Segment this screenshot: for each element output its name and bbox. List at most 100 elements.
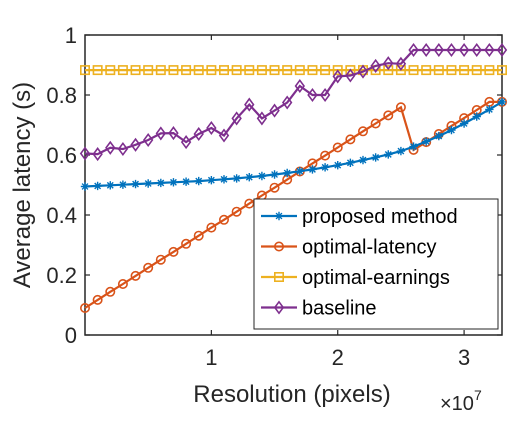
y-tick-label: 0.2 — [46, 263, 77, 288]
data-point — [345, 65, 356, 76]
data-point — [206, 222, 217, 233]
legend-item: optimal-earnings — [261, 267, 450, 289]
data-point — [118, 180, 128, 189]
y-axis-label: Average latency (s) — [9, 82, 36, 288]
data-point — [420, 42, 432, 58]
data-point — [181, 65, 192, 76]
data-point — [484, 42, 495, 58]
series-baseline — [79, 42, 508, 162]
data-point — [320, 150, 331, 161]
data-point — [93, 181, 102, 191]
data-point — [421, 65, 432, 76]
data-point — [282, 65, 293, 76]
data-point — [130, 65, 141, 76]
data-point — [181, 177, 191, 186]
data-point — [207, 176, 216, 185]
data-point — [143, 262, 154, 273]
data-point — [395, 56, 407, 71]
legend-label: optimal-latency — [302, 237, 437, 259]
x-multiplier-label: ×107 — [440, 387, 482, 415]
data-point — [232, 174, 241, 183]
x-axis-label: Resolution (pixels) — [193, 381, 390, 408]
data-point — [282, 168, 292, 178]
data-point — [345, 68, 356, 83]
data-point — [219, 65, 230, 76]
data-point — [332, 69, 343, 84]
data-point — [320, 65, 331, 76]
data-point — [383, 56, 394, 71]
data-point — [168, 246, 179, 257]
data-point — [346, 158, 355, 167]
x-tick-label: 3 — [458, 345, 470, 370]
data-point — [169, 178, 178, 187]
data-point — [80, 182, 90, 191]
data-point — [433, 42, 445, 58]
data-point — [231, 206, 242, 217]
data-point — [106, 181, 115, 190]
data-point — [485, 105, 494, 114]
data-point — [384, 150, 393, 159]
data-point — [143, 179, 153, 188]
y-tick-label: 0.6 — [46, 143, 77, 168]
data-point — [130, 137, 141, 152]
data-point — [446, 42, 457, 58]
data-point — [269, 103, 280, 118]
data-point — [117, 65, 128, 76]
data-point — [395, 65, 406, 76]
data-point — [295, 167, 305, 176]
data-point — [80, 65, 91, 76]
legend-item: baseline — [261, 298, 377, 320]
legend-swatch-marker — [273, 241, 284, 252]
data-point — [218, 128, 230, 143]
data-point — [383, 110, 394, 121]
legend-label: optimal-earnings — [302, 267, 450, 289]
data-point — [446, 65, 457, 76]
data-point — [409, 142, 418, 151]
y-tick-label: 1 — [65, 23, 77, 48]
data-point — [471, 65, 482, 76]
series-proposed-method — [80, 97, 507, 191]
data-point — [231, 65, 242, 76]
data-point — [206, 65, 217, 76]
data-point — [193, 65, 204, 76]
data-point — [131, 179, 140, 189]
data-point — [180, 135, 192, 150]
data-point — [434, 131, 444, 141]
data-point — [168, 65, 179, 76]
data-point — [130, 270, 141, 281]
data-point — [383, 65, 394, 76]
data-point — [395, 102, 406, 113]
data-point — [433, 65, 444, 76]
data-point — [92, 65, 103, 76]
legend-swatch-marker — [274, 211, 284, 221]
data-point — [168, 126, 179, 141]
x-tick-label: 2 — [332, 345, 344, 370]
data-point — [294, 78, 306, 94]
legend-item: proposed method — [261, 206, 458, 228]
y-tick-label: 0 — [65, 323, 77, 348]
data-point — [458, 42, 470, 58]
data-point — [281, 95, 293, 110]
data-point — [421, 137, 431, 146]
series-line — [84, 48, 502, 156]
y-tick-label: 0.4 — [46, 203, 77, 228]
data-point — [294, 65, 305, 76]
x-multiplier-exponent: 7 — [474, 387, 482, 403]
data-point — [370, 58, 381, 73]
data-point — [194, 176, 203, 186]
data-point — [497, 97, 507, 107]
data-point — [244, 198, 255, 209]
data-point — [408, 65, 419, 76]
data-point — [357, 64, 369, 79]
legend-swatch-marker — [273, 300, 285, 315]
data-point — [231, 111, 242, 126]
data-point — [92, 294, 103, 305]
data-point — [370, 118, 381, 129]
data-point — [308, 165, 317, 174]
data-point — [269, 182, 280, 193]
data-point — [307, 87, 318, 103]
data-point — [92, 147, 103, 162]
data-point — [256, 111, 268, 126]
data-point — [244, 97, 255, 112]
